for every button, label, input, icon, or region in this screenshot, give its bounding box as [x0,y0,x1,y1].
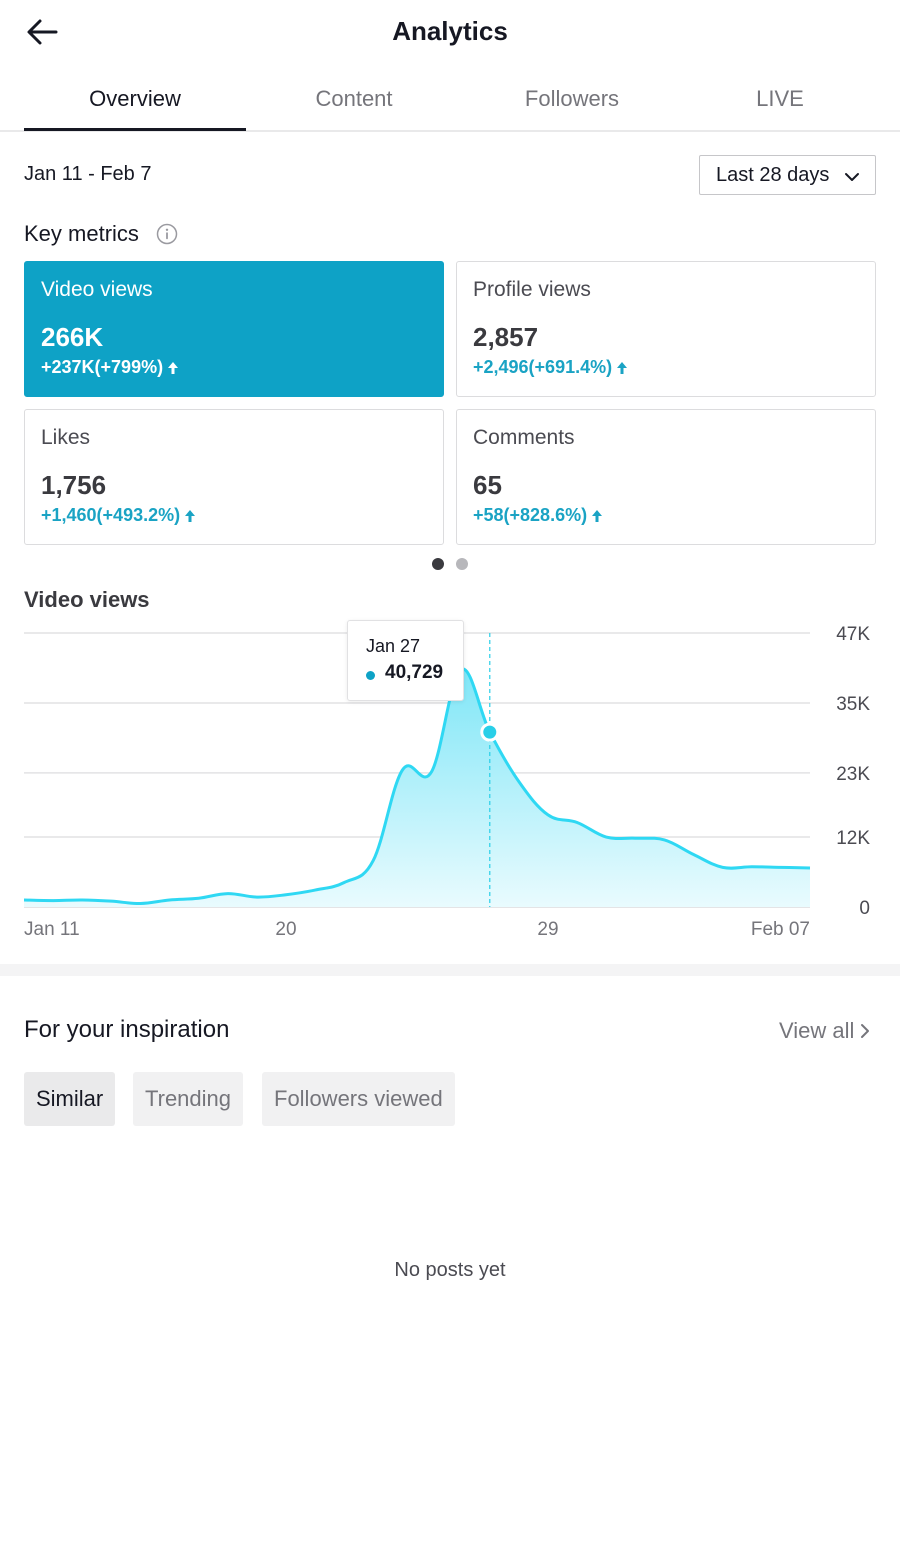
metric-change-text: +2,496(+691.4%) [473,357,613,377]
chart-area-fill [24,668,810,907]
metric-change: +237K(+799%) [41,357,179,378]
x-tick-label: Feb 07 [751,919,810,940]
section-divider [0,964,900,976]
chip-similar[interactable]: Similar [24,1072,116,1126]
video-views-chart[interactable]: 47K 35K 23K 12K 0 Jan 11 20 29 Feb 07 [0,615,900,945]
metric-card-profile-views[interactable]: Profile views 2,857 +2,496(+691.4%) [456,261,876,397]
page-title: Analytics [392,16,508,46]
y-tick-label: 47K [836,624,870,645]
date-range-dropdown-label: Last 28 days [716,164,830,186]
tooltip-date: Jan 27 [366,636,421,656]
page-dot[interactable] [456,558,468,570]
date-range: Jan 11 - Feb 7 [24,163,152,185]
metric-card-comments[interactable]: Comments 65 +58(+828.6%) [456,409,876,545]
metric-title: Profile views [473,278,591,301]
metric-value: 65 [473,470,502,500]
info-icon[interactable] [156,223,178,245]
tab-bar: Overview Content Followers LIVE [0,70,900,132]
arrow-up-icon [185,509,196,522]
metric-change-text: +58(+828.6%) [473,505,588,525]
back-arrow-icon [27,19,58,45]
arrow-up-icon [617,361,628,374]
page-dot-active[interactable] [432,558,444,570]
view-all-link[interactable]: View all [779,1018,870,1044]
metric-card-video-views[interactable]: Video views 266K +237K(+799%) [24,261,444,397]
tooltip-value: 40,729 [385,662,444,683]
chip-trending[interactable]: Trending [133,1072,244,1126]
metric-change: +58(+828.6%) [473,505,603,526]
metric-change-text: +1,460(+493.2%) [41,505,181,525]
tab-overview[interactable]: Overview [89,86,181,111]
tab-live[interactable]: LIVE [756,86,804,111]
highlight-marker [480,722,500,742]
y-tick-label: 0 [859,898,870,919]
view-all-label: View all [779,1018,855,1043]
y-tick-label: 23K [836,764,870,785]
chart-title: Video views [24,587,150,612]
metric-change: +2,496(+691.4%) [473,357,628,378]
chip-followers-viewed[interactable]: Followers viewed [262,1072,455,1126]
carousel-page-indicator [432,558,472,570]
x-tick-label: 29 [537,919,558,940]
arrow-up-icon [168,361,179,374]
metric-change: +1,460(+493.2%) [41,505,196,526]
x-tick-label: Jan 11 [24,919,80,940]
inspiration-heading: For your inspiration [24,1016,230,1043]
back-button[interactable] [22,14,62,50]
metric-title: Video views [41,278,153,301]
metric-value: 2,857 [473,322,539,352]
tooltip-series-dot [366,671,375,680]
x-tick-label: 20 [275,919,296,940]
date-range-dropdown[interactable]: Last 28 days [699,155,876,195]
chevron-right-icon [861,1024,870,1038]
metric-change-text: +237K(+799%) [41,357,164,377]
metric-title: Comments [473,426,575,449]
tab-content[interactable]: Content [315,86,393,111]
active-tab-indicator [24,128,246,131]
metric-card-likes[interactable]: Likes 1,756 +1,460(+493.2%) [24,409,444,545]
chart-series-line [23,667,811,906]
header: Analytics [0,0,900,64]
tab-followers[interactable]: Followers [524,86,620,111]
metric-value: 266K [41,322,104,352]
arrow-up-icon [592,509,603,522]
metric-value: 1,756 [41,470,107,500]
y-tick-label: 35K [836,694,870,715]
chart-tooltip: Jan 27 40,729 [347,620,464,701]
chevron-down-icon [845,173,859,181]
key-metrics-heading: Key metrics [24,221,139,246]
metric-title: Likes [41,426,91,449]
y-tick-label: 12K [836,828,870,849]
empty-state-message: No posts yet [394,1259,506,1281]
